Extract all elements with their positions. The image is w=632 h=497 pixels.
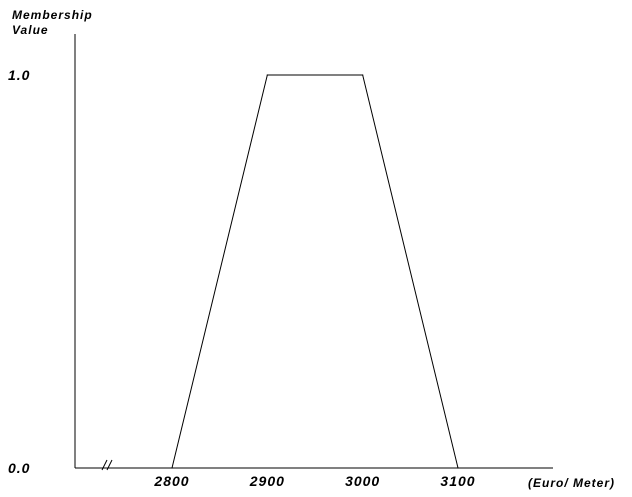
membership-function-line [171,74,459,469]
vertex-point-2800 [171,467,173,469]
x-tick-label-2900: 2900 [249,473,285,489]
x-tick-label-2800: 2800 [153,473,189,489]
x-axis-unit-label: (Euro/ Meter) [528,476,615,490]
y-axis-title-line-1: Membership [12,8,93,22]
x-axis-break-mark [101,459,113,471]
x-tick-label-3100: 3100 [440,473,475,489]
vertex-point-3100 [457,467,459,469]
y-tick-label-0.0: 0.0 [8,460,30,476]
y-axis-title-line-2: Value [12,23,49,37]
vertex-point-2900 [266,74,268,76]
y-tick-label-1.0: 1.0 [8,67,30,83]
x-tick-label-3000: 3000 [345,473,380,489]
vertex-point-3000 [362,74,364,76]
